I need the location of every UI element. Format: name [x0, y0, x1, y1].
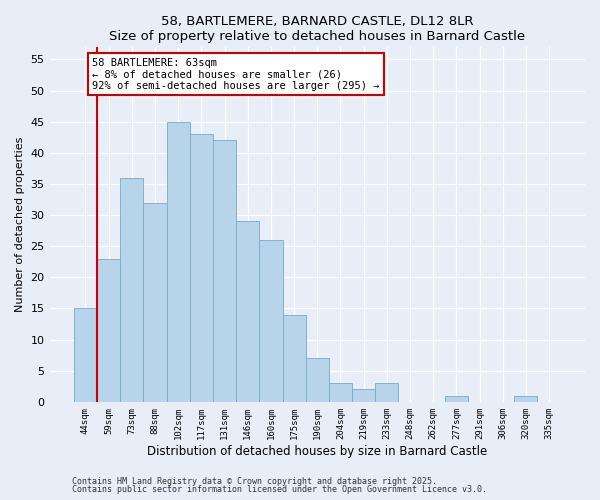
Bar — [120, 178, 143, 402]
Bar — [514, 396, 538, 402]
Text: 58 BARTLEMERE: 63sqm
← 8% of detached houses are smaller (26)
92% of semi-detach: 58 BARTLEMERE: 63sqm ← 8% of detached ho… — [92, 58, 380, 91]
Bar — [74, 308, 97, 402]
Bar — [236, 222, 259, 402]
Bar — [167, 122, 190, 402]
Bar — [190, 134, 213, 402]
Bar — [213, 140, 236, 402]
Text: Contains HM Land Registry data © Crown copyright and database right 2025.: Contains HM Land Registry data © Crown c… — [72, 477, 437, 486]
Y-axis label: Number of detached properties: Number of detached properties — [15, 136, 25, 312]
X-axis label: Distribution of detached houses by size in Barnard Castle: Distribution of detached houses by size … — [147, 444, 487, 458]
Bar — [97, 258, 120, 402]
Bar — [352, 390, 375, 402]
Bar — [143, 202, 167, 402]
Bar — [283, 314, 305, 402]
Bar — [445, 396, 468, 402]
Bar — [329, 383, 352, 402]
Bar — [259, 240, 283, 402]
Text: Contains public sector information licensed under the Open Government Licence v3: Contains public sector information licen… — [72, 485, 487, 494]
Title: 58, BARTLEMERE, BARNARD CASTLE, DL12 8LR
Size of property relative to detached h: 58, BARTLEMERE, BARNARD CASTLE, DL12 8LR… — [109, 15, 526, 43]
Bar — [305, 358, 329, 402]
Bar — [375, 383, 398, 402]
